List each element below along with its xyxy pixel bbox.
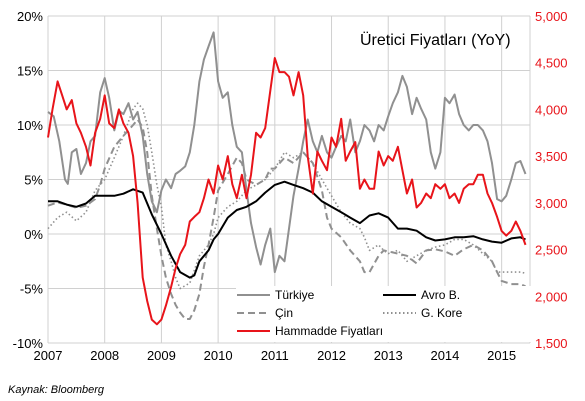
x-tick-label: 2007 [34, 348, 63, 363]
x-tick-label: 2011 [261, 348, 289, 363]
right-tick-label: 3,500 [535, 149, 568, 164]
right-tick-label: 4,500 [535, 56, 568, 71]
x-tick-label: 2013 [374, 348, 403, 363]
left-tick-label: 5% [24, 173, 43, 188]
right-tick-label: 3,000 [535, 196, 568, 211]
left-tick-label: 10% [17, 118, 43, 133]
left-tick-label: 20% [17, 9, 43, 24]
series-line-hammadde-fiyatları [47, 57, 527, 326]
right-tick-label: 4,000 [535, 102, 568, 117]
legend-label: Türkiye [275, 288, 315, 302]
series-line-çin [47, 118, 526, 320]
x-tick-label: 2010 [204, 348, 233, 363]
axis-ticks: 2007 2008 2009 2010 2011 2012 2013 2014 2015 -10%… [13, 9, 568, 363]
left-tick-label: -10% [13, 336, 44, 351]
series-lines [47, 31, 527, 326]
series-line-avro-b- [48, 180, 526, 279]
right-tick-label: 2,000 [535, 289, 568, 304]
left-tick-label: -5% [20, 282, 44, 297]
x-tick-label: 2008 [90, 348, 119, 363]
x-tick-label: 2012 [317, 348, 346, 363]
right-tick-label: 1,500 [535, 336, 568, 351]
series-line-türkiye [47, 31, 527, 274]
series-line-g-kore [47, 102, 526, 290]
x-tick-label: 2009 [147, 348, 176, 363]
right-tick-label: 2,500 [535, 243, 568, 258]
legend-label: G. Kore [421, 306, 463, 320]
left-tick-label: 15% [17, 64, 43, 79]
right-tick-label: 5,000 [535, 9, 568, 24]
legend-label: Hammadde Fiyatları [275, 324, 383, 338]
legend: Türkiye Avro B. Çin G. Kore Hammadde Fiyatla… [236, 286, 534, 342]
left-tick-label: 0% [24, 227, 43, 242]
chart-title: Üretici Fiyatları (YoY) [360, 31, 511, 49]
legend-label: Çin [275, 306, 293, 320]
legend-label: Avro B. [421, 288, 460, 302]
x-tick-label: 2014 [430, 348, 459, 363]
x-tick-label: 2015 [487, 348, 516, 363]
source-note: Kaynak: Bloomberg [8, 384, 105, 396]
